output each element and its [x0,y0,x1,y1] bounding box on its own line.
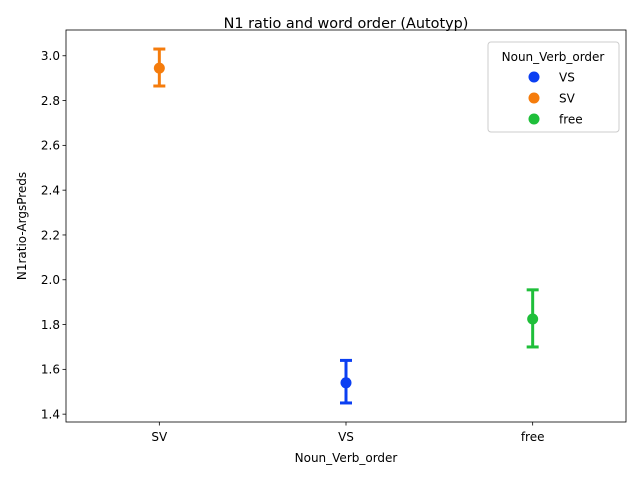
x-tick-label: free [521,430,545,444]
legend-label: SV [559,91,576,105]
data-marks [153,47,539,405]
x-tick-label: VS [338,430,354,444]
data-point [527,313,539,325]
y-tick-label: 1.4 [41,407,60,421]
y-tick-label: 1.8 [41,318,60,332]
series-free [526,288,539,349]
legend-item-VS: VS [528,70,575,84]
y-tick-label: 1.6 [41,363,60,377]
y-tick-label: 2.6 [41,139,60,153]
chart-title: N1 ratio and word order (Autotyp) [224,16,469,32]
legend-item-SV: SV [528,91,576,105]
x-tick-label: SV [151,430,168,444]
plot-area-frame [65,29,627,423]
legend-label: VS [559,70,575,84]
legend-title: Noun_Verb_order [502,50,605,64]
y-tick-label: 3.0 [41,49,60,63]
legend-item-free: free [528,112,583,126]
x-axis-label: Noun_Verb_order [295,451,398,465]
legend-box [487,41,620,133]
data-point [153,62,165,74]
series-VS [340,358,352,405]
y-tick-label: 2.0 [41,273,60,287]
y-tick-label: 2.2 [41,228,60,242]
series-SV [153,47,166,88]
legend-label: free [559,112,583,126]
y-tick-label: 2.8 [41,94,60,108]
legend-marker [528,113,540,125]
legend-marker [528,71,540,83]
legend-marker [528,92,540,104]
legend-items: VS SV free [528,70,583,126]
data-point [340,377,352,389]
y-tick-label: 2.4 [41,183,60,197]
x-axis-ticks: SV VS free [151,422,545,444]
y-axis-label: N1ratio-ArgsPreds [15,172,29,280]
y-axis-ticks: 1.4 1.6 1.8 2.0 2.2 2.4 2.6 2.8 3.0 [41,49,66,421]
legend: Noun_Verb_order VS SV free [487,41,620,133]
